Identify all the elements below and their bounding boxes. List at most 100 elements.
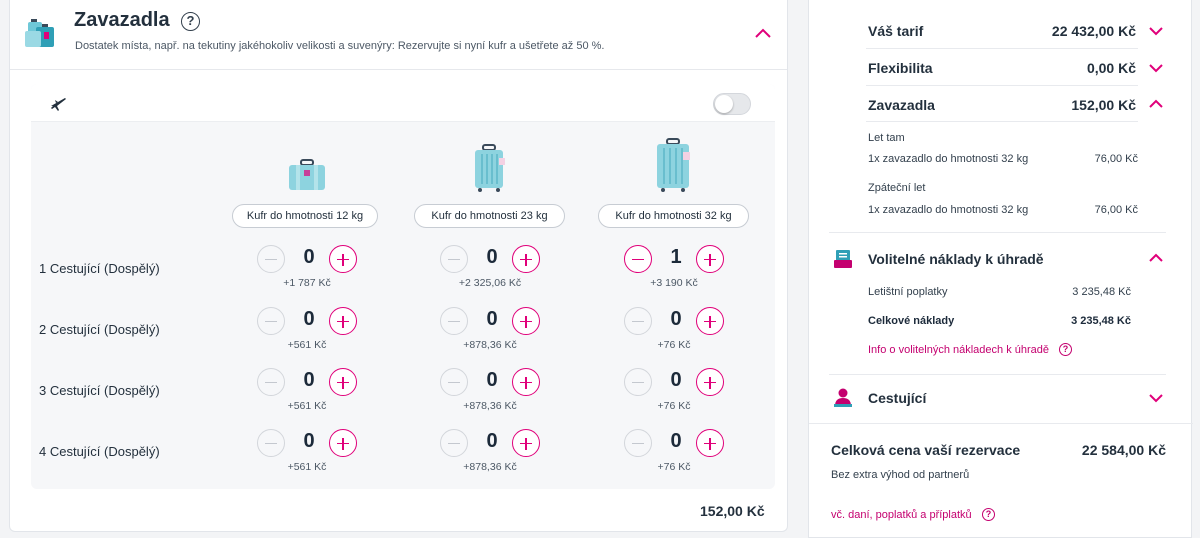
bag-count: 0 (486, 369, 498, 391)
bag-price: +76 Kč (657, 400, 691, 412)
stepper-p1-23kg: 0 +2 325,06 Kč (440, 245, 550, 295)
divider (866, 121, 1138, 122)
stepper-p1-32kg: 1 +3 190 Kč (624, 245, 734, 295)
increment-button[interactable] (696, 429, 724, 457)
help-icon[interactable]: ? (1059, 343, 1072, 356)
optional-costs-info-link[interactable]: Info o volitelných nákladech k úhradě (868, 344, 1050, 356)
outbound-heading: Let tam (868, 132, 905, 144)
chevron-down-icon[interactable] (1148, 63, 1164, 73)
passenger-1-label: 1 Cestující (Dospělý) (39, 261, 160, 276)
baggage-selection-panel: Kufr do hmotnosti 12 kg Kufr do hmotnost… (31, 84, 775, 489)
divider (866, 85, 1138, 86)
decrement-button[interactable] (257, 245, 285, 273)
stepper-p4-12kg: 0 +561 Kč (257, 429, 367, 479)
stepper-p2-12kg: 0 +561 Kč (257, 307, 367, 357)
stepper-p3-23kg: 0 +878,36 Kč (440, 368, 550, 418)
bag-count: 0 (670, 308, 682, 330)
decrement-button[interactable] (257, 368, 285, 396)
increment-button[interactable] (329, 245, 357, 273)
chevron-down-icon[interactable] (1148, 26, 1164, 36)
chevron-up-icon[interactable] (1148, 253, 1164, 263)
airport-fees-value: 3 235,48 Kč (1072, 286, 1131, 298)
plane-icon (51, 98, 66, 111)
bag-price: +878,36 Kč (463, 339, 517, 351)
same-bags-toggle[interactable] (713, 93, 751, 115)
stepper-p4-32kg: 0 +76 Kč (624, 429, 734, 479)
bag-price: +76 Kč (657, 461, 691, 473)
increment-button[interactable] (329, 307, 357, 335)
decrement-button[interactable] (440, 245, 468, 273)
baggage-summary-label: Zavazadla (868, 97, 935, 113)
chevron-up-icon[interactable] (752, 22, 774, 44)
increment-button[interactable] (696, 307, 724, 335)
bag-price: +561 Kč (287, 400, 327, 412)
taxes-fees-link[interactable]: vč. daní, poplatků a příplatků (831, 509, 972, 521)
bag-price: +1 787 Kč (283, 277, 331, 289)
decrement-button[interactable] (624, 429, 652, 457)
bag-price: +561 Kč (287, 461, 327, 473)
baggage-card: Zavazadla ? Dostatek místa, např. na tek… (9, 0, 788, 532)
return-price: 76,00 Kč (1094, 204, 1138, 216)
decrement-button[interactable] (257, 429, 285, 457)
bag-count: 0 (303, 308, 315, 330)
help-icon[interactable]: ? (982, 508, 995, 521)
tariff-label: Váš tarif (868, 23, 924, 39)
decrement-button[interactable] (440, 368, 468, 396)
bag-price: +878,36 Kč (463, 461, 517, 473)
flexibility-value: 0,00 Kč (1086, 60, 1136, 76)
baggage-summary-value: 152,00 Kč (1071, 97, 1136, 113)
person-icon (834, 388, 852, 407)
page-title: Zavazadla (74, 9, 170, 31)
bag-count: 0 (486, 430, 498, 452)
decrement-button[interactable] (624, 307, 652, 335)
increment-button[interactable] (512, 368, 540, 396)
decrement-button[interactable] (624, 245, 652, 273)
bag-type-23kg-button[interactable]: Kufr do hmotnosti 23 kg (414, 204, 565, 228)
divider (809, 423, 1193, 424)
bag-price: +878,36 Kč (463, 400, 517, 412)
divider (866, 48, 1138, 49)
stepper-p4-23kg: 0 +878,36 Kč (440, 429, 550, 479)
bag-count: 0 (303, 246, 315, 268)
baggage-total: 152,00 Kč (700, 503, 765, 519)
increment-button[interactable] (512, 429, 540, 457)
passenger-3-label: 3 Cestující (Dospělý) (39, 383, 160, 398)
decrement-button[interactable] (440, 307, 468, 335)
bag-count: 1 (670, 246, 682, 268)
optional-costs-label: Volitelné náklady k úhradě (868, 251, 1044, 267)
help-icon[interactable]: ? (181, 12, 200, 31)
chevron-down-icon[interactable] (1148, 393, 1164, 403)
receipt-icon (834, 250, 852, 268)
passenger-4-label: 4 Cestující (Dospělý) (39, 444, 160, 459)
bag-count: 0 (303, 430, 315, 452)
bag-type-32kg-button[interactable]: Kufr do hmotnosti 32 kg (598, 204, 749, 228)
bag-price: +3 190 Kč (650, 277, 698, 289)
decrement-button[interactable] (624, 368, 652, 396)
price-summary-panel: Váš tarif 22 432,00 Kč Flexibilita 0,00 … (808, 0, 1193, 538)
increment-button[interactable] (512, 245, 540, 273)
chevron-up-icon[interactable] (1148, 99, 1164, 109)
divider (829, 232, 1166, 233)
bag-price: +2 325,06 Kč (458, 277, 522, 289)
bag-type-12kg-button[interactable]: Kufr do hmotnosti 12 kg (232, 204, 378, 228)
optional-total-label: Celkové náklady (868, 315, 955, 327)
suitcase-23kg-icon (475, 144, 505, 192)
increment-button[interactable] (696, 245, 724, 273)
optional-total-value: 3 235,48 Kč (1071, 315, 1131, 327)
increment-button[interactable] (696, 368, 724, 396)
decrement-button[interactable] (440, 429, 468, 457)
increment-button[interactable] (329, 429, 357, 457)
grand-total-value: 22 584,00 Kč (1081, 442, 1166, 458)
flight-toggle-bar (31, 84, 775, 122)
suitcase-12kg-icon (289, 159, 325, 190)
tariff-value: 22 432,00 Kč (1051, 23, 1136, 39)
increment-button[interactable] (512, 307, 540, 335)
bag-count: 0 (670, 430, 682, 452)
decrement-button[interactable] (257, 307, 285, 335)
outbound-item: 1x zavazadlo do hmotnosti 32 kg (868, 153, 1029, 165)
bag-count: 0 (303, 369, 315, 391)
increment-button[interactable] (329, 368, 357, 396)
outbound-price: 76,00 Kč (1094, 153, 1138, 165)
return-item: 1x zavazadlo do hmotnosti 32 kg (868, 204, 1029, 216)
bag-price: +76 Kč (657, 339, 691, 351)
